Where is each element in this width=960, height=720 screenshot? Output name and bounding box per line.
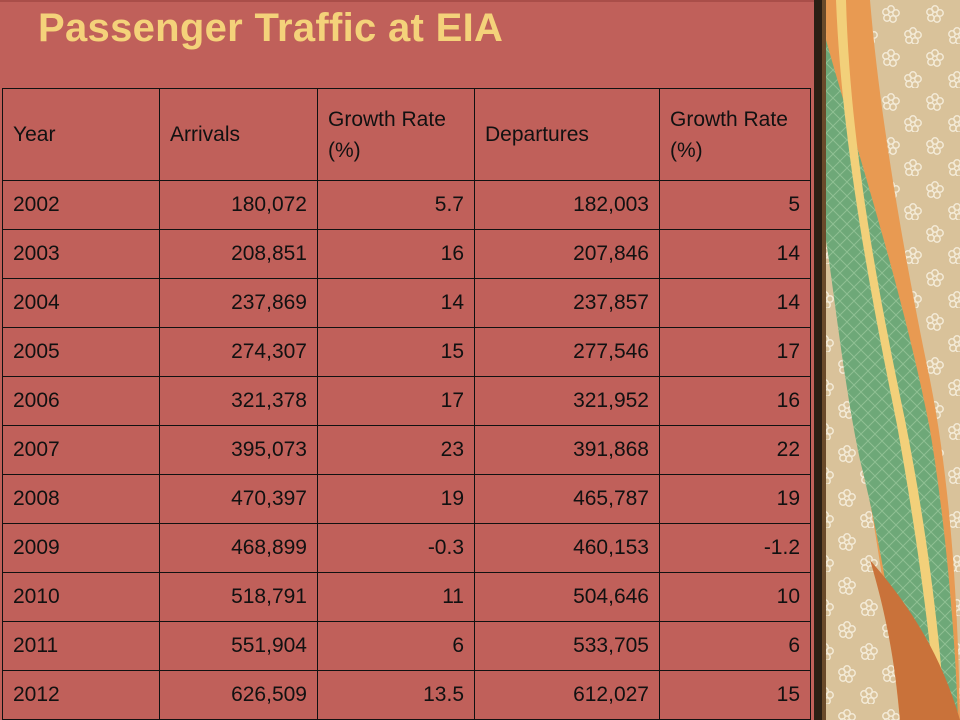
cell-departures: 277,546 xyxy=(474,327,660,377)
cell-arrivals-growth: 5.7 xyxy=(317,180,475,230)
cell-year: 2010 xyxy=(2,572,160,622)
table-row: 2006 321,378 17 321,952 16 xyxy=(2,376,811,426)
cell-departures-growth: 15 xyxy=(659,670,811,720)
table-row: 2008 470,397 19 465,787 19 xyxy=(2,474,811,524)
cell-arrivals: 237,869 xyxy=(159,278,318,328)
column-header-arrivals: Arrivals xyxy=(159,88,318,181)
cell-departures-growth: 17 xyxy=(659,327,811,377)
cell-arrivals-growth: 23 xyxy=(317,425,475,475)
cell-arrivals-growth: 19 xyxy=(317,474,475,524)
cell-departures-growth: -1.2 xyxy=(659,523,811,573)
cell-year: 2004 xyxy=(2,278,160,328)
cell-year: 2008 xyxy=(2,474,160,524)
cell-year: 2011 xyxy=(2,621,160,671)
cell-year: 2005 xyxy=(2,327,160,377)
cell-departures-growth: 6 xyxy=(659,621,811,671)
cell-departures: 504,646 xyxy=(474,572,660,622)
cell-arrivals: 274,307 xyxy=(159,327,318,377)
cell-year: 2003 xyxy=(2,229,160,279)
cell-year: 2002 xyxy=(2,180,160,230)
cell-year: 2006 xyxy=(2,376,160,426)
cell-arrivals: 518,791 xyxy=(159,572,318,622)
cell-departures: 237,857 xyxy=(474,278,660,328)
column-header-arrivals-growth: Growth Rate (%) xyxy=(317,88,475,181)
cell-arrivals-growth: 16 xyxy=(317,229,475,279)
cell-departures-growth: 19 xyxy=(659,474,811,524)
column-header-year: Year xyxy=(2,88,160,181)
passenger-traffic-table-container: Year Arrivals Growth Rate (%) Departures… xyxy=(2,88,811,720)
cell-departures-growth: 14 xyxy=(659,229,811,279)
cell-arrivals-growth: 17 xyxy=(317,376,475,426)
cell-arrivals: 180,072 xyxy=(159,180,318,230)
cell-arrivals: 551,904 xyxy=(159,621,318,671)
cell-arrivals-growth: -0.3 xyxy=(317,523,475,573)
column-header-departures: Departures xyxy=(474,88,660,181)
cell-arrivals-growth: 11 xyxy=(317,572,475,622)
passenger-traffic-table: Year Arrivals Growth Rate (%) Departures… xyxy=(2,88,811,720)
cell-departures: 612,027 xyxy=(474,670,660,720)
cell-arrivals: 395,073 xyxy=(159,425,318,475)
cell-arrivals-growth: 13.5 xyxy=(317,670,475,720)
column-header-departures-growth: Growth Rate (%) xyxy=(659,88,811,181)
cell-arrivals-growth: 14 xyxy=(317,278,475,328)
cell-departures: 182,003 xyxy=(474,180,660,230)
table-row: 2004 237,869 14 237,857 14 xyxy=(2,278,811,328)
cell-departures-growth: 16 xyxy=(659,376,811,426)
cell-departures-growth: 14 xyxy=(659,278,811,328)
table-row: 2003 208,851 16 207,846 14 xyxy=(2,229,811,279)
cell-arrivals: 208,851 xyxy=(159,229,318,279)
cell-departures: 391,868 xyxy=(474,425,660,475)
cell-year: 2007 xyxy=(2,425,160,475)
cell-arrivals: 626,509 xyxy=(159,670,318,720)
cell-departures: 465,787 xyxy=(474,474,660,524)
cell-arrivals-growth: 6 xyxy=(317,621,475,671)
cell-arrivals-growth: 15 xyxy=(317,327,475,377)
table-row: 2009 468,899 -0.3 460,153 -1.2 xyxy=(2,523,811,573)
cell-arrivals: 321,378 xyxy=(159,376,318,426)
cell-year: 2012 xyxy=(2,670,160,720)
cell-departures-growth: 5 xyxy=(659,180,811,230)
cell-departures: 207,846 xyxy=(474,229,660,279)
cell-departures: 460,153 xyxy=(474,523,660,573)
table-row: 2005 274,307 15 277,546 17 xyxy=(2,327,811,377)
cell-arrivals: 470,397 xyxy=(159,474,318,524)
cell-departures-growth: 10 xyxy=(659,572,811,622)
cell-departures: 321,952 xyxy=(474,376,660,426)
table-row: 2011 551,904 6 533,705 6 xyxy=(2,621,811,671)
table-row: 2010 518,791 11 504,646 10 xyxy=(2,572,811,622)
cell-departures: 533,705 xyxy=(474,621,660,671)
table-row: 2002 180,072 5.7 182,003 5 xyxy=(2,180,811,230)
cell-year: 2009 xyxy=(2,523,160,573)
table-header-row: Year Arrivals Growth Rate (%) Departures… xyxy=(2,88,811,181)
cell-arrivals: 468,899 xyxy=(159,523,318,573)
table-row: 2007 395,073 23 391,868 22 xyxy=(2,425,811,475)
table-row: 2012 626,509 13.5 612,027 15 xyxy=(2,670,811,720)
slide-title: Passenger Traffic at EIA xyxy=(38,6,504,50)
cell-departures-growth: 22 xyxy=(659,425,811,475)
